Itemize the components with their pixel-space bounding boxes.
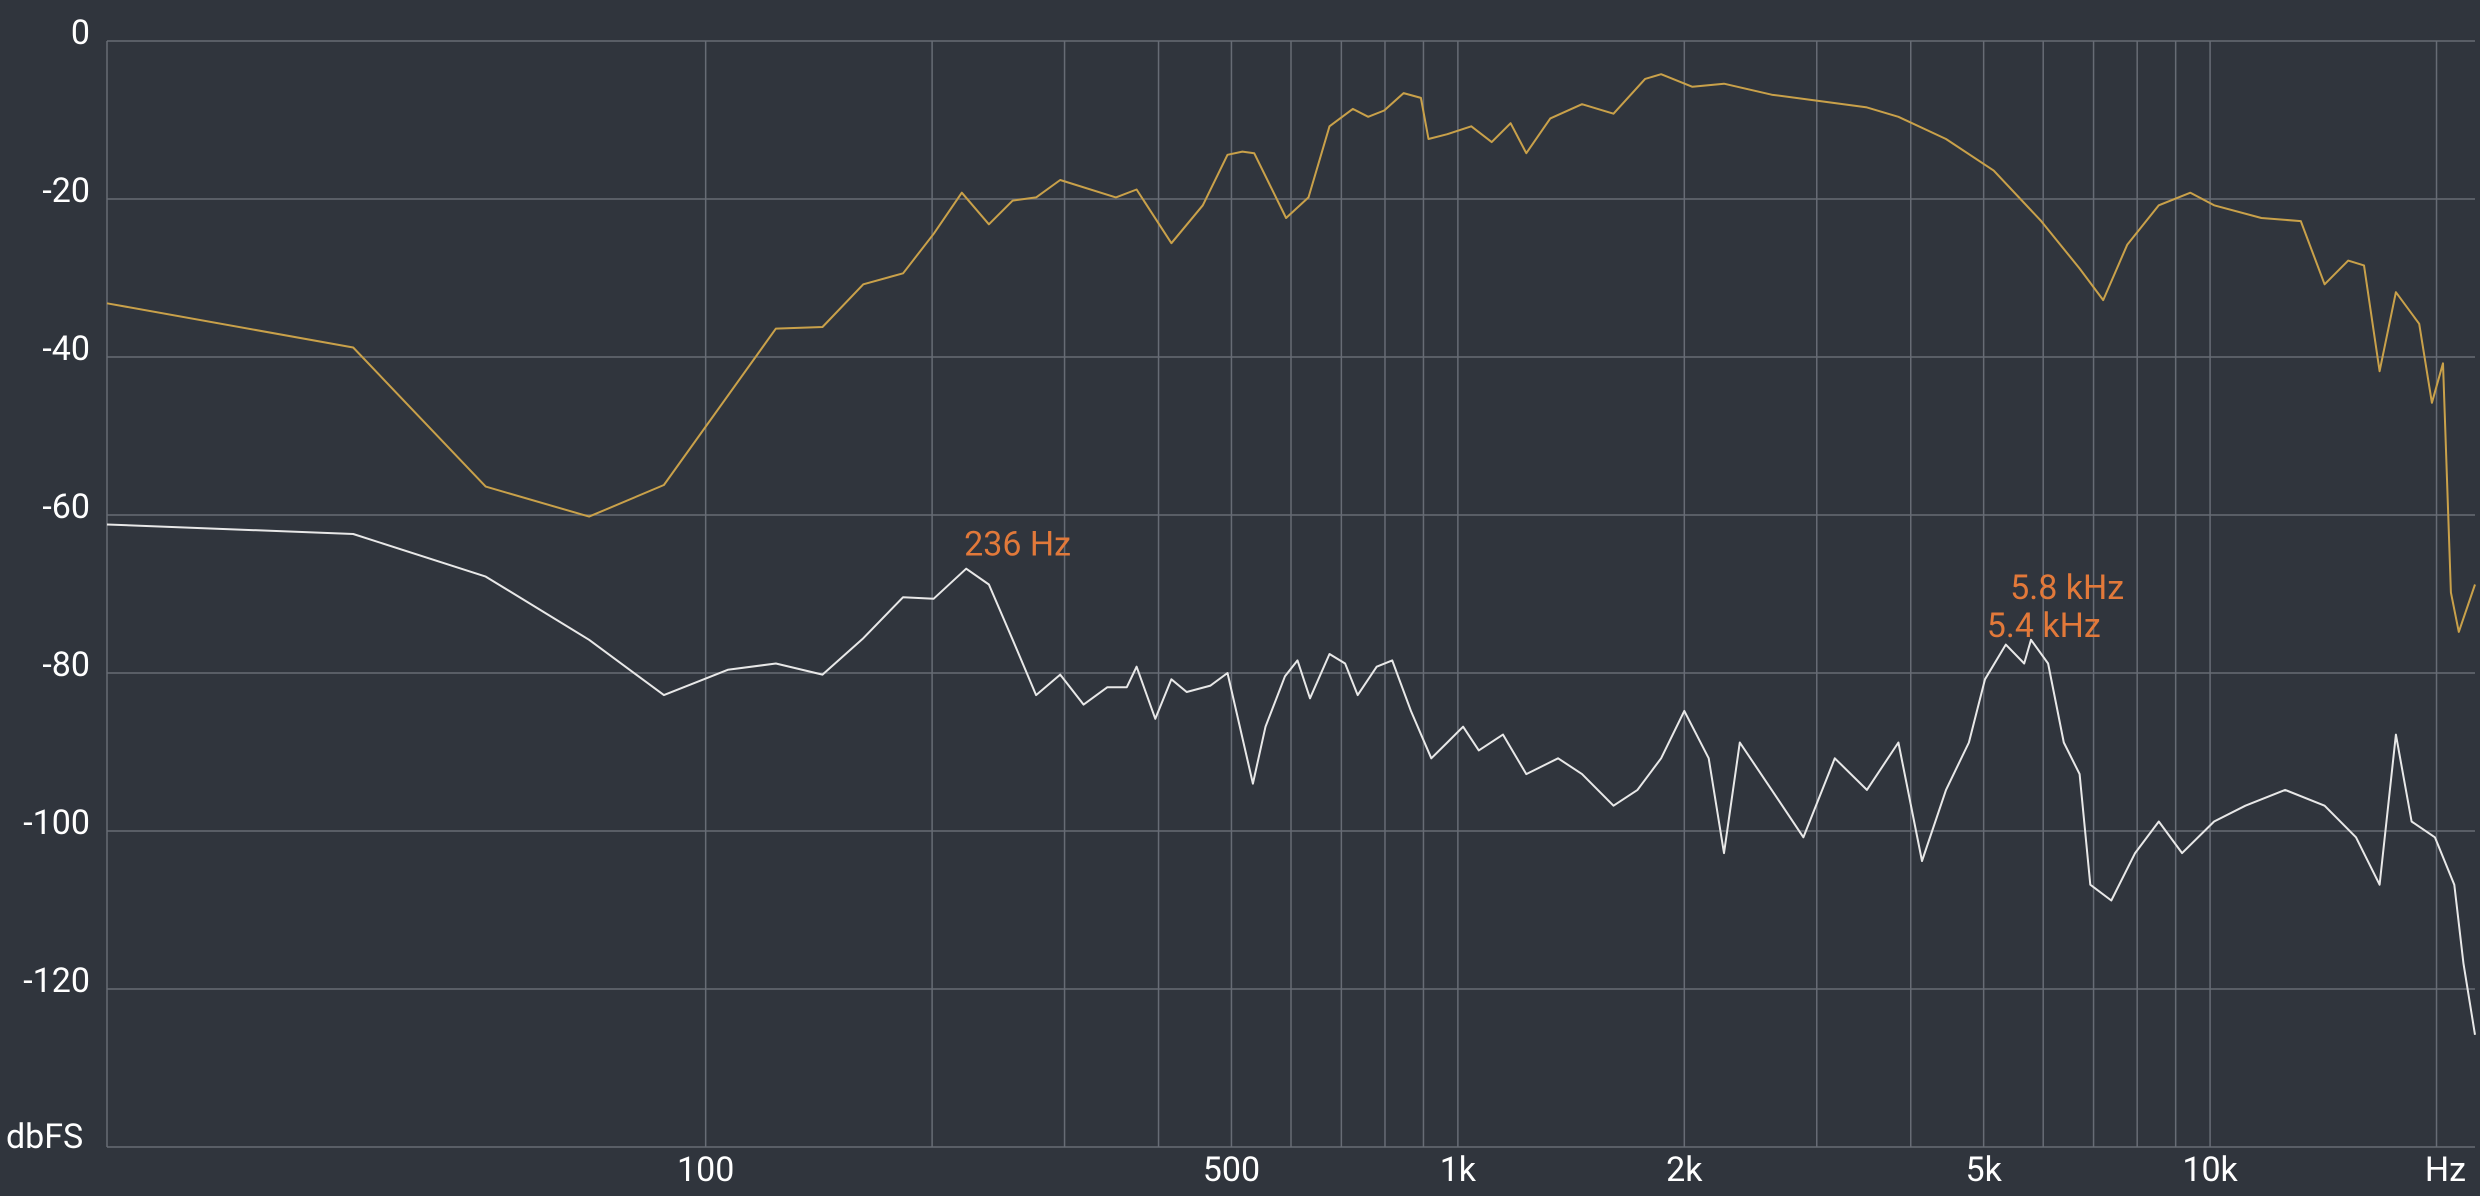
x-axis-label: Hz xyxy=(2425,1150,2466,1190)
y-tick-label: -80 xyxy=(42,645,90,685)
x-tick-label: 2k xyxy=(1666,1150,1703,1190)
x-tick-label: 100 xyxy=(677,1150,734,1190)
x-tick-label: 5k xyxy=(1965,1150,2002,1190)
y-tick-label: -100 xyxy=(23,803,90,843)
y-tick-label: 0 xyxy=(71,13,90,53)
peak-annotation: 5.8 kHz xyxy=(2010,568,2124,608)
y-tick-label: -120 xyxy=(23,961,90,1001)
y-tick-label: -40 xyxy=(42,329,90,369)
peak-annotation: 236 Hz xyxy=(964,525,1071,565)
y-tick-label: -60 xyxy=(42,487,90,527)
peak-annotation: 5.4 kHz xyxy=(1987,606,2101,646)
x-tick-label: 500 xyxy=(1203,1150,1260,1190)
x-tick-label: 1k xyxy=(1440,1150,1477,1190)
spectrum-line xyxy=(106,73,2476,633)
x-tick-label: 10k xyxy=(2182,1150,2238,1190)
y-axis-label: dbFS xyxy=(6,1117,83,1157)
y-tick-label: -20 xyxy=(42,171,90,211)
spectrum-line xyxy=(106,523,2476,1035)
